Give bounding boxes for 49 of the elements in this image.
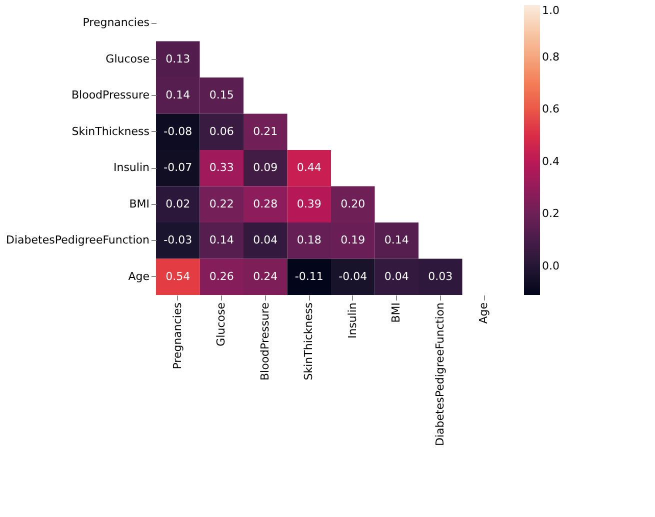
x-tick-label: Glucose <box>214 302 228 346</box>
data-label: 0.54 <box>166 270 190 283</box>
y-tick-label: Pregnancies <box>82 16 150 30</box>
y-tick-label: SkinThickness <box>72 124 150 138</box>
x-tick-label: SkinThickness <box>302 302 316 380</box>
color-bar-label: 0.0 <box>542 259 560 272</box>
data-label: 0.44 <box>296 161 322 174</box>
data-label: 0.24 <box>253 270 278 283</box>
x-tick-label: Insulin <box>346 302 359 339</box>
data-label: -0.08 <box>164 124 192 138</box>
color-bar-label: 0.6 <box>542 102 560 116</box>
data-label: -0.03 <box>164 234 192 247</box>
y-tick-label: Age <box>128 270 150 283</box>
data-label: 0.26 <box>209 270 234 283</box>
data-label: 0.20 <box>340 197 366 210</box>
data-label: 0.03 <box>428 270 453 283</box>
data-label: 0.33 <box>209 161 234 174</box>
data-label: 0.22 <box>209 197 234 210</box>
data-label: 0.02 <box>166 197 190 210</box>
data-label: 0.19 <box>340 234 366 247</box>
y-tick-label: Glucose <box>106 52 150 66</box>
data-label: 0.14 <box>166 88 190 102</box>
data-label: -0.07 <box>164 161 192 174</box>
data-label: 0.39 <box>296 197 322 210</box>
y-tick-label: DiabetesPedigreeFunction <box>6 234 150 247</box>
x-tick-label: BMI <box>390 302 403 323</box>
color-bar-label: 1.0 <box>542 4 560 17</box>
data-label: 0.14 <box>384 234 409 247</box>
y-tick-label: BMI <box>129 197 150 210</box>
data-label: 0.09 <box>253 161 278 174</box>
color-bar-label: 0.8 <box>542 50 560 64</box>
x-tick-label: BloodPressure <box>258 302 272 381</box>
data-label: 0.06 <box>209 124 234 138</box>
y-tick-label: BloodPressure <box>71 88 150 102</box>
data-label: -0.04 <box>338 270 368 283</box>
color-bar-label: 0.2 <box>542 207 560 220</box>
color-bar-label: 0.4 <box>542 154 560 168</box>
data-label: 0.21 <box>253 124 278 138</box>
data-label: 0.28 <box>253 197 278 210</box>
data-label: 0.18 <box>296 234 322 247</box>
x-tick-label: Age <box>477 302 490 324</box>
data-label: 0.15 <box>209 88 234 102</box>
x-tick-label: DiabetesPedigreeFunction <box>433 302 446 446</box>
data-label: -0.11 <box>294 270 324 283</box>
y-tick-label: Insulin <box>113 161 150 174</box>
data-label: 0.04 <box>384 270 409 283</box>
data-label: 0.13 <box>166 52 190 66</box>
data-label: 0.04 <box>253 234 278 247</box>
data-label: 0.14 <box>209 234 234 247</box>
